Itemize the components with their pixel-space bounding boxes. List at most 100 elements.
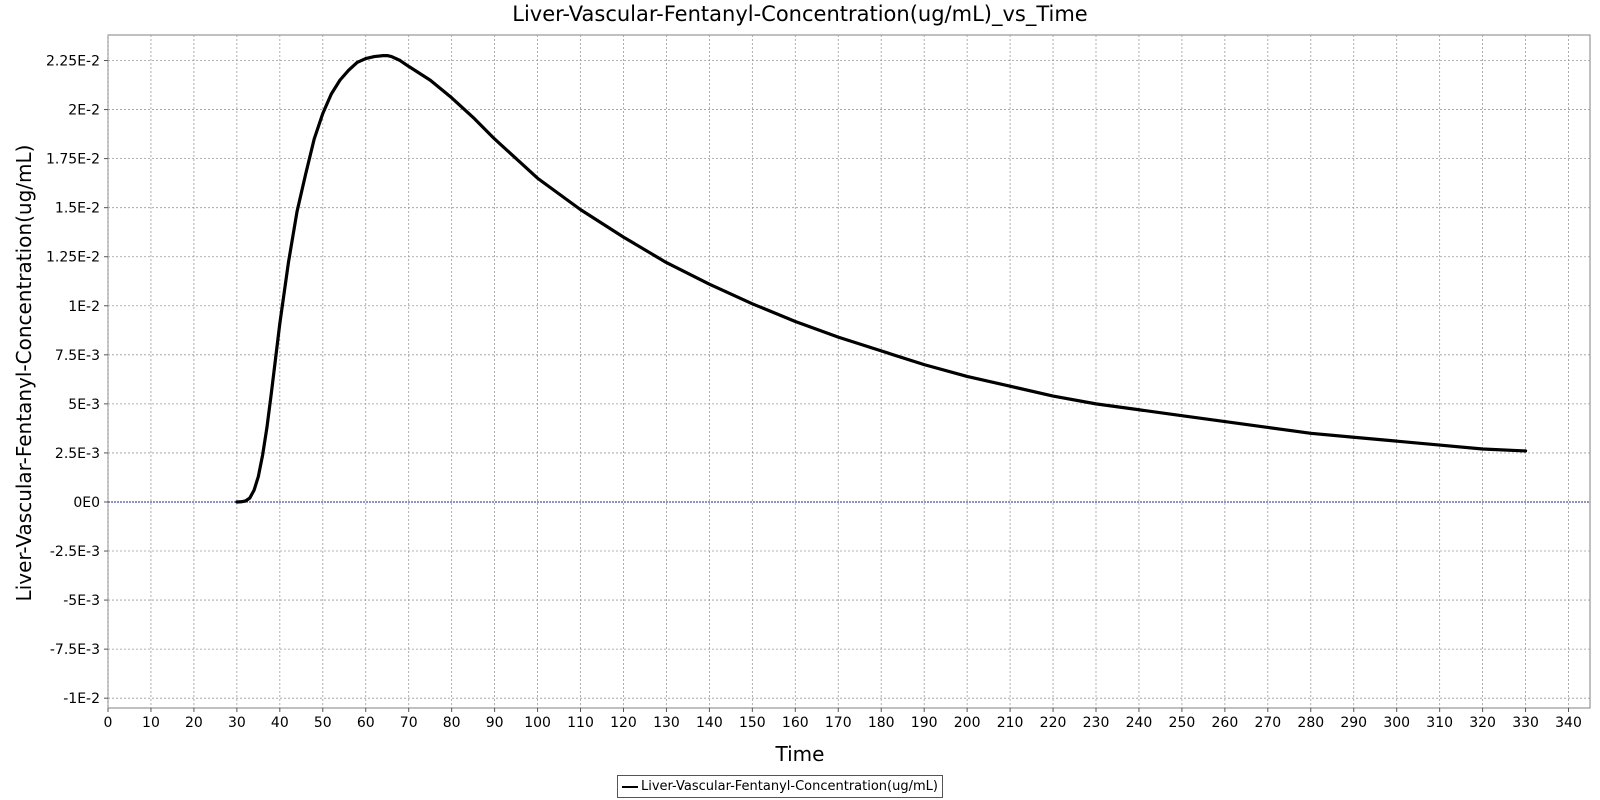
- y-tick-label: 2.5E-3: [55, 446, 100, 462]
- y-tick-label: 1.25E-2: [46, 250, 100, 266]
- x-tick-label: 80: [443, 715, 461, 731]
- x-tick-label: 320: [1469, 715, 1496, 731]
- x-tick-label: 250: [1169, 715, 1196, 731]
- data-point: [235, 500, 239, 504]
- x-tick-label: 140: [696, 715, 723, 731]
- data-point: [579, 208, 582, 211]
- data-point: [1051, 394, 1055, 398]
- data-point: [837, 335, 840, 339]
- data-point: [239, 500, 243, 503]
- legend-swatch: [622, 785, 638, 788]
- data-point: [274, 357, 277, 360]
- data-point: [922, 363, 926, 366]
- data-point: [407, 65, 410, 68]
- x-tick-label: 100: [524, 715, 551, 731]
- legend-label: Liver-Vascular-Fentanyl-Concentration(ug…: [641, 779, 938, 794]
- data-point: [1481, 447, 1484, 451]
- data-point: [1180, 414, 1184, 417]
- data-point: [450, 96, 453, 99]
- y-tick-label: 1.75E-2: [46, 152, 100, 168]
- x-tick-label: 70: [400, 715, 418, 731]
- data-point: [880, 349, 883, 353]
- x-tick-label: 10: [142, 715, 160, 731]
- data-point: [708, 282, 711, 286]
- x-tick-label: 120: [610, 715, 637, 731]
- x-tick-label: 290: [1340, 715, 1367, 731]
- data-point: [373, 55, 376, 58]
- x-tick-label: 260: [1212, 715, 1239, 731]
- x-tick-label: 220: [1040, 715, 1067, 731]
- data-point: [295, 210, 299, 213]
- data-point: [471, 116, 475, 119]
- data-point: [1309, 432, 1312, 435]
- x-tick-label: 90: [486, 715, 504, 731]
- x-tick-label: 230: [1083, 715, 1110, 731]
- data-point: [364, 57, 367, 60]
- data-point: [965, 375, 969, 378]
- data-point: [428, 78, 432, 82]
- x-tick-label: 40: [271, 715, 289, 731]
- data-point: [330, 92, 333, 96]
- data-point: [622, 235, 625, 239]
- data-point: [665, 261, 668, 264]
- data-point: [1223, 420, 1227, 423]
- data-point: [1137, 408, 1141, 411]
- x-tick-label: 330: [1512, 715, 1539, 731]
- data-point: [1266, 426, 1270, 429]
- x-tick-label: 340: [1555, 715, 1582, 731]
- x-tick-label: 210: [997, 715, 1024, 731]
- x-tick-label: 20: [185, 715, 203, 731]
- x-tick-label: 270: [1254, 715, 1281, 731]
- y-tick-label: -7.5E-3: [50, 642, 100, 658]
- data-point: [751, 302, 754, 306]
- series-line: [235, 53, 1528, 504]
- data-point: [1352, 436, 1355, 439]
- x-tick-label: 190: [911, 715, 938, 731]
- data-point: [1395, 439, 1398, 443]
- data-point: [261, 453, 264, 457]
- x-tick-label: 0: [104, 715, 113, 731]
- x-tick-label: 150: [739, 715, 766, 731]
- y-tick-label: 1.5E-2: [55, 201, 100, 217]
- y-tick-label: -2.5E-3: [50, 544, 100, 560]
- data-point: [794, 320, 797, 323]
- y-tick-label: 5E-3: [68, 397, 100, 413]
- data-point: [386, 54, 389, 57]
- chart-title: Liver-Vascular-Fentanyl-Concentration(ug…: [512, 2, 1088, 26]
- data-point: [493, 137, 496, 141]
- data-point: [338, 78, 342, 82]
- y-tick-label: 2E-2: [68, 103, 100, 119]
- data-point: [381, 54, 385, 57]
- x-tick-label: 280: [1297, 715, 1324, 731]
- data-point: [321, 112, 324, 115]
- data-point: [270, 392, 273, 396]
- data-point: [312, 137, 316, 141]
- data-point: [278, 322, 282, 325]
- x-tick-label: 60: [357, 715, 375, 731]
- data-point: [398, 59, 402, 62]
- x-axis-label: Time: [775, 742, 825, 766]
- data-point: [1008, 385, 1012, 388]
- data-point: [514, 157, 518, 160]
- plot-area: [107, 34, 1591, 709]
- y-tick-label: -5E-3: [63, 593, 100, 609]
- x-tick-label: 30: [228, 715, 246, 731]
- x-tick-label: 50: [314, 715, 332, 731]
- y-tick-label: 2.25E-2: [46, 54, 100, 70]
- data-point: [536, 177, 539, 180]
- data-point: [248, 496, 251, 500]
- data-point: [1438, 443, 1441, 447]
- x-tick-label: 200: [954, 715, 981, 731]
- x-tick-label: 130: [653, 715, 680, 731]
- legend: Liver-Vascular-Fentanyl-Concentration(ug…: [617, 775, 943, 798]
- x-tick-label: 110: [567, 715, 594, 731]
- data-point: [390, 55, 393, 58]
- data-point: [244, 499, 247, 503]
- data-point: [304, 173, 307, 176]
- data-point: [257, 475, 260, 478]
- x-tick-label: 310: [1426, 715, 1453, 731]
- data-point: [355, 61, 359, 64]
- x-tick-label: 300: [1383, 715, 1410, 731]
- data-point: [287, 261, 290, 264]
